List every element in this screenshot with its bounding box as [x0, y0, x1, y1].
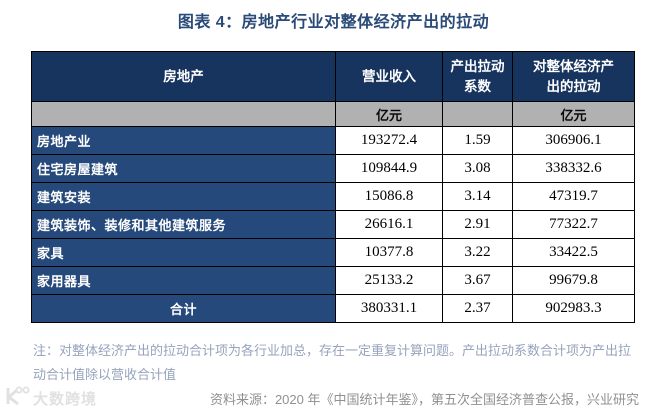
row-label: 建筑安装 [31, 182, 336, 211]
pull-value: 338332.6 [512, 154, 635, 183]
units-empty-cell [31, 101, 336, 127]
source-line: 资料来源：2020 年《中国统计年鉴》，第五次全国经济普查公报，兴业研究 [209, 392, 639, 407]
column-header-coefficient: 产出拉动 系数 [442, 51, 513, 102]
row-label: 家用器具 [31, 266, 336, 295]
coefficient-value: 3.08 [442, 154, 513, 183]
column-header-revenue: 营业收入 [335, 51, 443, 102]
table-row: 住宅房屋建筑 109844.9 3.08 338332.6 [31, 154, 635, 183]
revenue-value: 25133.2 [335, 266, 443, 295]
coefficient-value: 1.59 [442, 126, 513, 155]
revenue-value: 26616.1 [335, 210, 443, 239]
revenue-value: 15086.8 [335, 182, 443, 211]
pull-value: 77322.7 [512, 210, 635, 239]
units-revenue-cell: 亿元 [335, 101, 443, 127]
table-header-row: 房地产 营业收入 产出拉动 系数 对整体经济产 出的拉动 [31, 51, 635, 102]
coefficient-value: 3.14 [442, 182, 513, 211]
revenue-value: 109844.9 [335, 154, 443, 183]
total-pull-value: 902983.3 [512, 294, 635, 323]
watermark-text: 大数跨境 [33, 390, 98, 408]
footnote: 注：对整体经济产出的拉动合计项为各行业加总，存在一定重复计算问题。产出拉动系数合… [33, 343, 632, 382]
row-label: 住宅房屋建筑 [31, 154, 336, 183]
table-row: 家用器具 25133.2 3.67 99679.8 [31, 266, 635, 295]
total-coefficient-value: 2.37 [442, 294, 513, 323]
revenue-value: 193272.4 [335, 126, 443, 155]
table-row: 房地产业 193272.4 1.59 306906.1 [31, 126, 635, 155]
watermark-logo-icon [4, 385, 30, 412]
revenue-value: 10377.8 [335, 238, 443, 267]
units-row: 亿元 亿元 [31, 101, 635, 127]
coefficient-value: 2.91 [442, 210, 513, 239]
row-label: 建筑装饰、装修和其他建筑服务 [31, 210, 336, 239]
units-pull-cell: 亿元 [512, 101, 635, 127]
pull-value: 306906.1 [512, 126, 635, 155]
pull-value: 99679.8 [512, 266, 635, 295]
table-row: 家具 10377.8 3.22 33422.5 [31, 238, 635, 267]
table-total-row: 合计 380331.1 2.37 902983.3 [31, 294, 635, 323]
units-empty-cell [442, 101, 513, 127]
figure-title: 图表 4：房地产行业对整体经济产出的拉动 [177, 14, 490, 31]
table-row: 建筑装饰、装修和其他建筑服务 26616.1 2.91 77322.7 [31, 210, 635, 239]
pull-value: 33422.5 [512, 238, 635, 267]
pull-value: 47319.7 [512, 182, 635, 211]
row-label: 家具 [31, 238, 336, 267]
total-label: 合计 [31, 294, 336, 323]
economic-pull-table: 房地产 营业收入 产出拉动 系数 对整体经济产 出的拉动 亿元 亿元 房地产业 … [31, 51, 635, 323]
column-header-industry: 房地产 [31, 51, 336, 102]
watermark: 大数跨境 [4, 386, 97, 410]
coefficient-value: 3.67 [442, 266, 513, 295]
table-row: 建筑安装 15086.8 3.14 47319.7 [31, 182, 635, 211]
total-revenue-value: 380331.1 [335, 294, 443, 323]
coefficient-value: 3.22 [442, 238, 513, 267]
column-header-pull: 对整体经济产 出的拉动 [512, 51, 635, 102]
row-label: 房地产业 [31, 126, 336, 155]
